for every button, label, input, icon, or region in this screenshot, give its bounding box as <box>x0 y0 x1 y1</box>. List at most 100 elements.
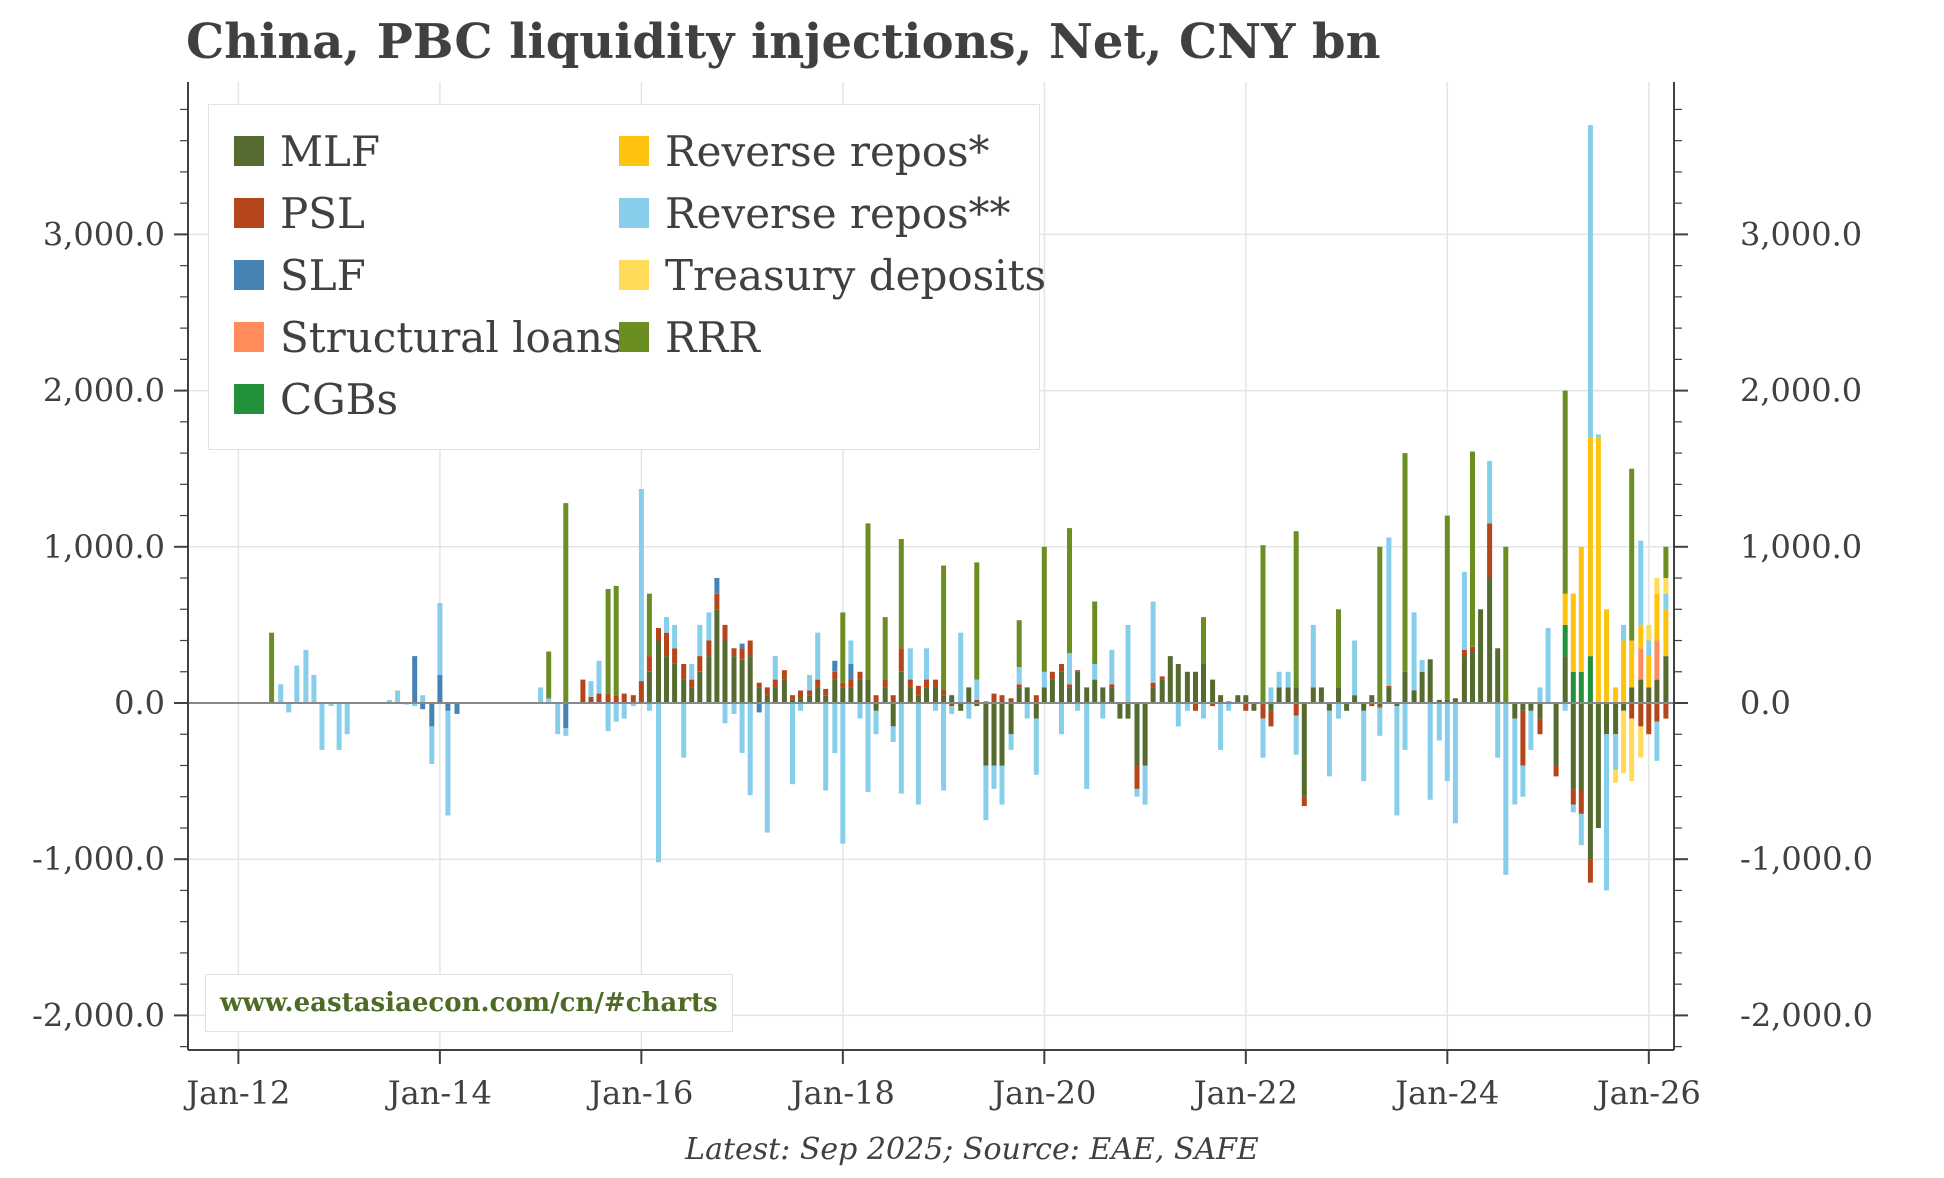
bar-reverse-repos <box>1545 628 1551 703</box>
bar-reverse-repos <box>966 703 972 719</box>
bar-mlf <box>1184 671 1190 703</box>
bar-mlf <box>1041 687 1047 703</box>
legend-item: Treasury deposits <box>619 247 1046 303</box>
x-tick-label: Jan-16 <box>586 1074 693 1112</box>
bar-mlf <box>890 703 896 727</box>
bar-reverse-repos <box>1570 593 1576 672</box>
y-tick-label-right: 2,000.0 <box>1740 372 1862 410</box>
bar-psl <box>832 671 838 680</box>
y-tick-label-left: -1,000.0 <box>32 840 165 878</box>
bar-reverse-repos <box>1654 721 1660 761</box>
bar-mlf <box>933 687 938 703</box>
bar-reverse-repos <box>1578 813 1584 846</box>
bar-mlf <box>1218 695 1224 703</box>
bar-psl <box>1646 703 1652 735</box>
bar-mlf <box>1638 679 1644 703</box>
legend-label: Reverse repos* <box>665 126 990 176</box>
legend-item: RRR <box>619 309 760 365</box>
bar-psl <box>949 703 955 707</box>
bar-reverse-repos <box>1629 640 1635 688</box>
bar-reverse-repos <box>857 703 863 719</box>
bar-psl <box>1150 682 1156 688</box>
bar-reverse-repos <box>941 703 947 791</box>
bar-mlf <box>731 656 737 703</box>
bar-reverse-repos <box>1570 804 1576 813</box>
bar-reverse-repos <box>681 703 687 758</box>
bar-mlf <box>1159 679 1165 703</box>
bar-mlf <box>1394 703 1400 707</box>
bar-psl <box>706 640 712 657</box>
bar-mlf <box>1452 698 1458 703</box>
bar-reverse-repos <box>865 703 871 792</box>
bar-mlf <box>1134 703 1140 766</box>
bar-mlf <box>656 640 661 703</box>
legend-label: Structural loans <box>280 312 625 362</box>
bar-treasury-deposits <box>1613 770 1619 783</box>
bar-reverse-repos <box>588 681 594 697</box>
bar-psl <box>1520 710 1526 766</box>
bar-reverse-repos <box>1352 640 1358 696</box>
bar-psl <box>689 679 695 688</box>
bar-mlf <box>1613 703 1619 735</box>
bar-reverse-repos <box>1646 656 1652 688</box>
bar-psl <box>1587 859 1593 883</box>
bar-mlf <box>1067 687 1072 703</box>
bar-reverse-repos <box>1285 671 1291 688</box>
bar-psl <box>1075 670 1081 672</box>
bar-mlf <box>747 656 753 703</box>
bar-reverse-repos <box>1293 715 1299 755</box>
bar-reverse-repos <box>790 703 795 785</box>
bar-mlf <box>1301 703 1307 797</box>
bar-rrr <box>1377 546 1383 703</box>
bar-reverse-repos <box>1109 649 1115 685</box>
bar-mlf <box>664 656 669 703</box>
footnote: Latest: Sep 2025; Source: EAE, SAFE <box>685 1132 1259 1167</box>
bar-mlf <box>983 703 989 766</box>
bar-psl <box>646 656 652 672</box>
bar-reverse-repos <box>1638 540 1644 625</box>
bar-mlf <box>1629 687 1635 703</box>
bar-mlf <box>991 703 997 766</box>
bar-rrr <box>865 523 871 680</box>
bar-reverse-repos <box>1084 703 1090 789</box>
bar-mlf <box>1109 687 1115 703</box>
bar-cgbs <box>1570 671 1576 703</box>
bar-reverse-repos <box>1184 703 1190 711</box>
bar-slf <box>756 703 762 713</box>
bar-mlf <box>898 671 904 703</box>
bar-reverse-repos <box>1386 537 1392 686</box>
bar-mlf <box>1251 703 1257 711</box>
bar-psl <box>1663 703 1669 719</box>
bar-reverse-repos <box>1487 460 1493 524</box>
bar-mlf <box>882 687 888 703</box>
bar-mlf <box>1092 679 1098 703</box>
bar-psl <box>907 679 913 688</box>
bar-mlf <box>1117 703 1123 719</box>
bar-psl <box>1377 706 1383 708</box>
y-tick-label-right: 1,000.0 <box>1740 528 1862 566</box>
bar-rrr <box>1293 531 1299 688</box>
bar-mlf <box>1352 695 1358 703</box>
bar-reverse-repos <box>1100 703 1106 719</box>
bar-psl <box>1059 664 1064 672</box>
bar-mlf <box>1210 679 1216 703</box>
bar-psl <box>1629 703 1635 719</box>
bar-mlf <box>646 671 652 703</box>
y-tick-label-left: 1,000.0 <box>43 528 165 566</box>
bar-reverse-repos <box>412 703 418 707</box>
bar-rrr <box>1041 546 1047 672</box>
bar-mlf <box>1427 659 1433 703</box>
legend-swatch <box>234 322 264 352</box>
legend-item: Reverse repos* <box>619 123 990 179</box>
bar-rrr <box>613 585 619 696</box>
bar-psl <box>613 695 619 703</box>
bar-reverse-repos <box>1041 671 1047 688</box>
bar-reverse-repos <box>1495 703 1501 758</box>
bar-mlf <box>1369 695 1375 703</box>
bar-mlf <box>1008 703 1014 735</box>
bar-rrr <box>546 651 552 699</box>
bar-mlf <box>1175 664 1181 704</box>
bar-reverse-repos <box>1613 734 1619 771</box>
bar-psl <box>882 679 888 688</box>
bar-psl <box>1537 718 1543 735</box>
